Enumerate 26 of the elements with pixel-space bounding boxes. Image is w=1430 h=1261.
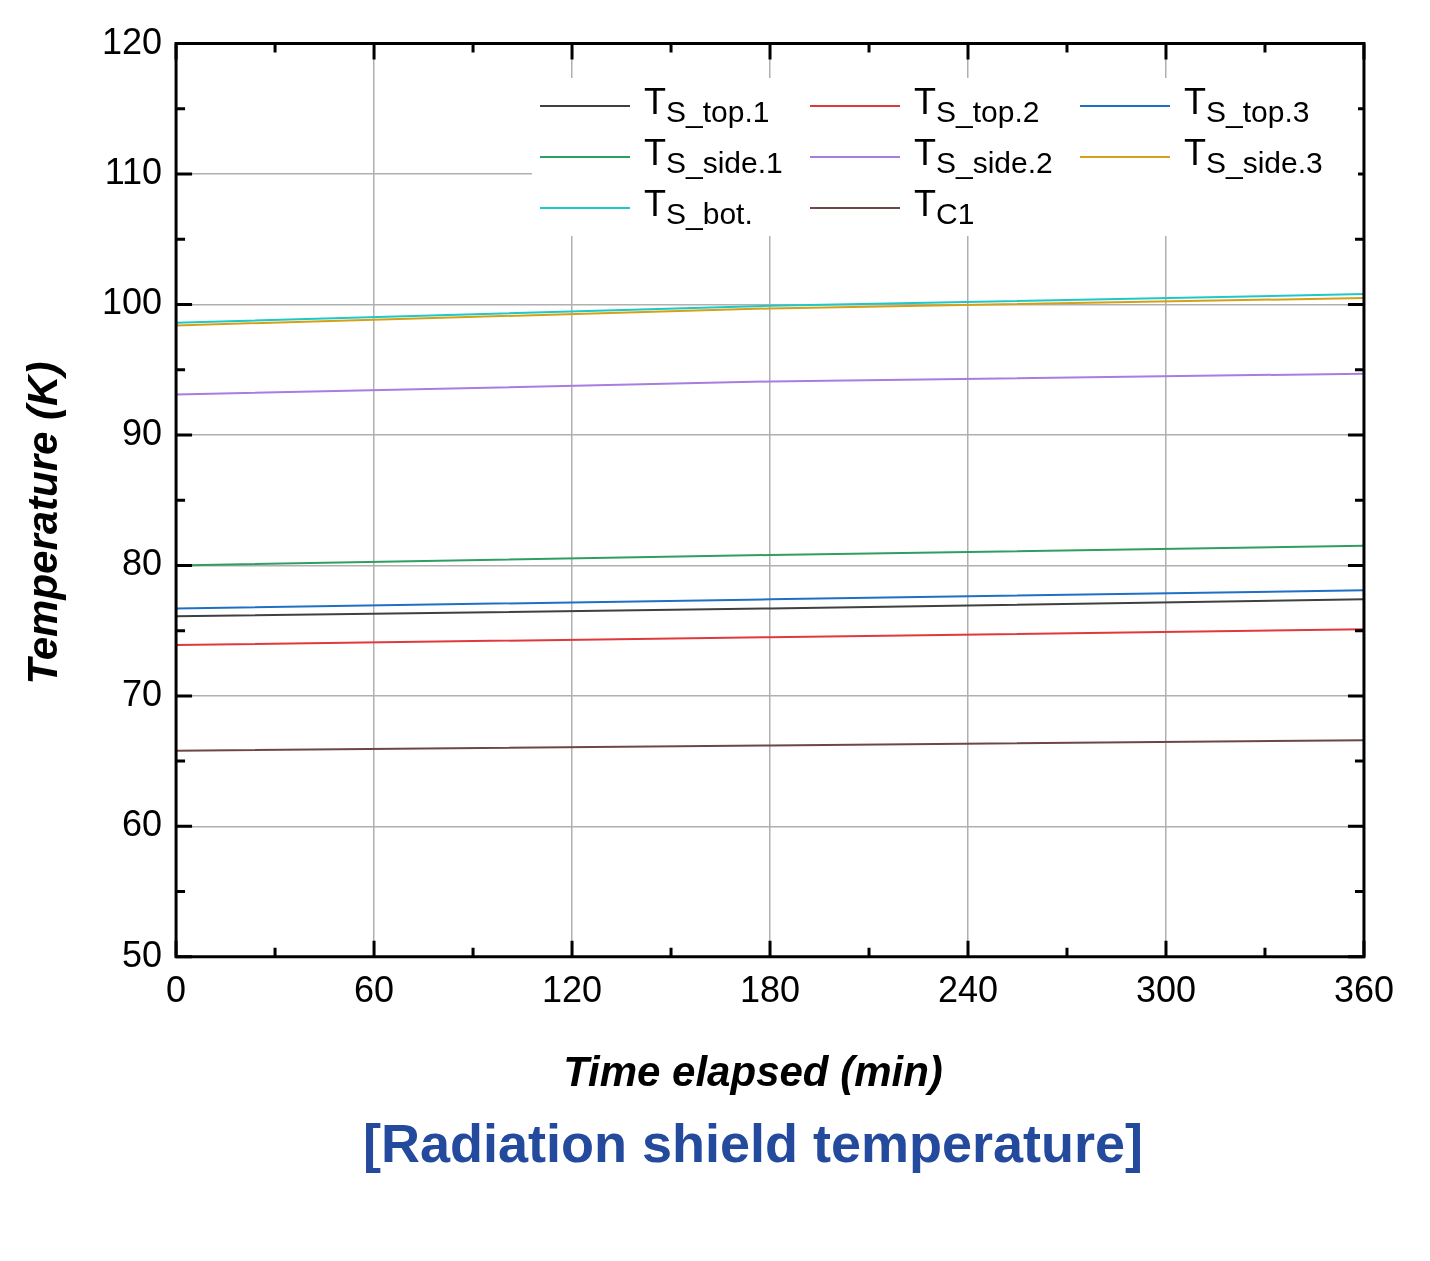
y-tick-label: 60 [122,803,163,845]
x-tick-label: 180 [739,969,801,1011]
x-tick-label: 60 [354,969,395,1011]
legend-label: T$_{C1}$ [914,183,975,231]
x-axis-title: Time elapsed (min) [562,1048,944,1096]
y-tick-label: 80 [122,542,163,584]
text: [Radiation shield temperature] [361,1112,1145,1174]
x-tick-label: 240 [937,969,999,1011]
y-tick-label: 70 [122,672,163,714]
legend-label: T$_{S_side.3}$ [1184,132,1323,180]
legend-label: T$_{S_top.2}$ [914,81,1040,129]
y-tick-label: 90 [122,411,163,453]
legend-label: T$_{S_top.1}$ [644,81,770,129]
x-tick-label: 0 [166,969,187,1011]
x-tick-label: 300 [1135,969,1197,1011]
y-tick-label: 120 [101,20,163,62]
x-tick-label: 120 [541,969,603,1011]
y-tick-label: 100 [101,281,163,323]
x-tick-label: 360 [1333,969,1395,1011]
legend-label: T$_{S_bot.}$ [644,183,753,231]
legend-label: T$_{S_side.2}$ [914,132,1053,180]
y-tick-label: 50 [122,933,163,975]
legend-label: T$_{S_top.3}$ [1184,81,1310,129]
legend-label: T$_{S_side.1}$ [644,132,783,180]
y-tick-label: 110 [104,150,163,192]
y-axis-title: Temperature (K) [19,361,67,685]
